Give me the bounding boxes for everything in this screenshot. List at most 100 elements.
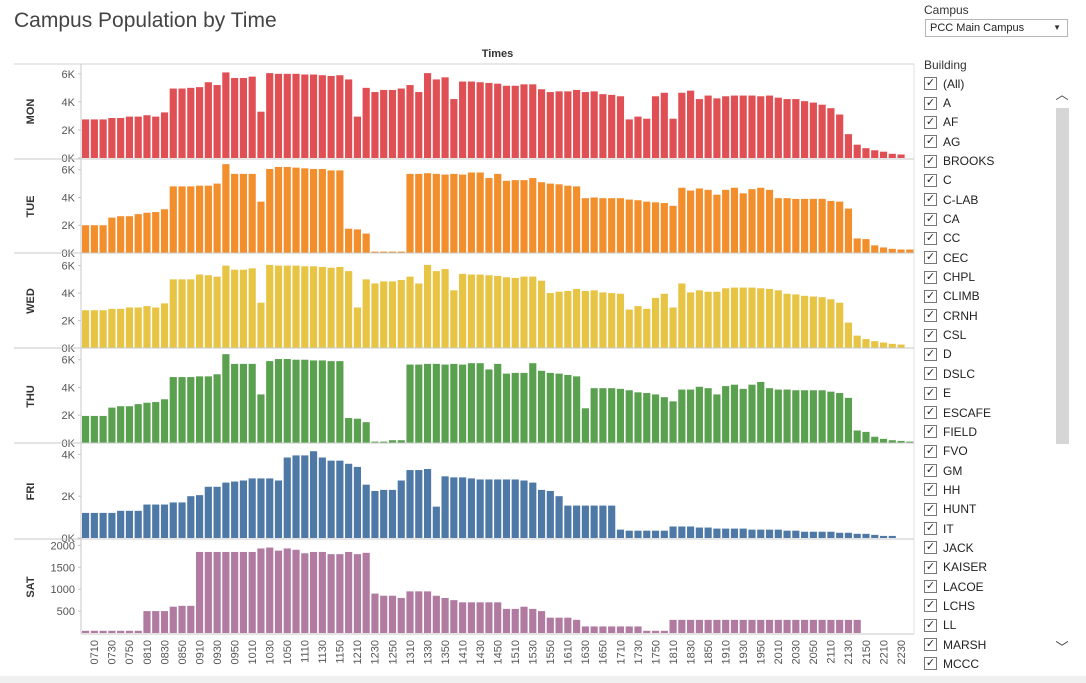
building-option[interactable]: ✓ MCCC: [924, 654, 1052, 673]
bar-fri-0810: [143, 504, 151, 538]
checkbox-checked-icon[interactable]: ✓: [924, 367, 937, 381]
checkbox-checked-icon[interactable]: ✓: [924, 580, 937, 594]
bar-thu-1620: [573, 376, 581, 443]
building-list-scrollbar[interactable]: ︿ ﹀: [1054, 74, 1070, 674]
checkbox-checked-icon[interactable]: ✓: [924, 657, 937, 671]
building-option[interactable]: ✓ CSL: [924, 325, 1052, 344]
building-option-label: C: [943, 173, 952, 188]
checkbox-checked-icon[interactable]: ✓: [924, 502, 937, 516]
checkbox-checked-icon[interactable]: ✓: [924, 464, 937, 478]
bar-thu-1020: [257, 394, 265, 443]
building-option[interactable]: ✓ LACOE: [924, 577, 1052, 596]
bar-sat-1920: [730, 619, 739, 633]
building-option[interactable]: ✓ IT: [924, 519, 1052, 538]
checkbox-checked-icon[interactable]: ✓: [924, 154, 937, 168]
bar-mon-1200: [345, 79, 353, 158]
building-option[interactable]: ✓ CLIMB: [924, 287, 1052, 306]
building-option[interactable]: ✓ CRNH: [924, 306, 1052, 325]
bar-wed-1700: [608, 293, 616, 348]
checkbox-checked-icon[interactable]: ✓: [924, 444, 937, 458]
checkbox-checked-icon[interactable]: ✓: [924, 522, 937, 536]
checkbox-checked-icon[interactable]: ✓: [924, 270, 937, 284]
building-option[interactable]: ✓ DSLC: [924, 364, 1052, 383]
checkbox-checked-icon[interactable]: ✓: [924, 77, 937, 91]
bottom-strip: [0, 676, 1086, 683]
building-option[interactable]: ✓ FVO: [924, 442, 1052, 461]
building-option[interactable]: ✓ ESCAFE: [924, 403, 1052, 422]
campus-dropdown[interactable]: PCC Main Campus ▼: [925, 19, 1068, 37]
building-option[interactable]: ✓ AF: [924, 113, 1052, 132]
building-option[interactable]: ✓ LCHS: [924, 596, 1052, 615]
checkbox-checked-icon[interactable]: ✓: [924, 328, 937, 342]
checkbox-checked-icon[interactable]: ✓: [924, 425, 937, 439]
bar-sat-0800: [134, 630, 142, 633]
bar-sat-1910: [722, 619, 730, 633]
building-option[interactable]: ✓ CA: [924, 209, 1052, 228]
bar-mon-1420: [467, 81, 475, 158]
checkbox-checked-icon[interactable]: ✓: [924, 193, 937, 207]
bar-sat-0940: [222, 551, 230, 633]
checkbox-checked-icon[interactable]: ✓: [924, 560, 937, 574]
x-tick-label: 1210: [352, 640, 364, 664]
checkbox-checked-icon[interactable]: ✓: [924, 386, 937, 400]
bar-thu-1150: [336, 361, 344, 443]
scroll-up-icon[interactable]: ︿: [1055, 87, 1069, 102]
bar-mon-1830: [687, 90, 695, 158]
checkbox-checked-icon[interactable]: ✓: [924, 406, 937, 420]
scroll-thumb[interactable]: [1056, 108, 1069, 444]
bar-fri-1830: [687, 526, 695, 538]
building-option-label: A: [943, 96, 952, 111]
checkbox-checked-icon[interactable]: ✓: [924, 231, 937, 245]
checkbox-checked-icon[interactable]: ✓: [924, 599, 937, 613]
checkbox-checked-icon[interactable]: ✓: [924, 135, 937, 149]
checkbox-checked-icon[interactable]: ✓: [924, 638, 937, 652]
checkbox-checked-icon[interactable]: ✓: [924, 309, 937, 323]
bar-thu-0740: [117, 406, 125, 443]
building-option[interactable]: ✓ CHPL: [924, 267, 1052, 286]
bar-sat-2100: [818, 619, 826, 633]
bar-thu-1300: [397, 440, 405, 443]
bar-thu-0720: [99, 415, 107, 443]
building-option[interactable]: ✓ GM: [924, 461, 1052, 480]
building-option[interactable]: ✓ LL: [924, 616, 1052, 635]
bar-sat-1410: [459, 602, 467, 633]
bar-fri-1810: [669, 526, 677, 538]
bar-thu-2140: [853, 430, 861, 443]
building-option[interactable]: ✓ FIELD: [924, 422, 1052, 441]
scroll-down-icon[interactable]: ﹀: [1055, 640, 1069, 655]
bar-wed-0700: [82, 310, 90, 348]
bar-fri-2150: [862, 533, 870, 538]
building-option[interactable]: ✓ KAISER: [924, 558, 1052, 577]
checkbox-checked-icon[interactable]: ✓: [924, 483, 937, 497]
building-option[interactable]: ✓ JACK: [924, 538, 1052, 557]
building-option[interactable]: ✓ (All): [924, 74, 1052, 93]
building-option[interactable]: ✓ A: [924, 93, 1052, 112]
bar-tue-0700: [82, 225, 90, 253]
bar-tue-0840: [169, 186, 177, 253]
building-option[interactable]: ✓ E: [924, 384, 1052, 403]
checkbox-checked-icon[interactable]: ✓: [924, 541, 937, 555]
checkbox-checked-icon[interactable]: ✓: [924, 251, 937, 265]
bar-wed-0800: [134, 307, 142, 348]
building-option[interactable]: ✓ HUNT: [924, 500, 1052, 519]
building-option[interactable]: ✓ BROOKS: [924, 151, 1052, 170]
building-option[interactable]: ✓ CEC: [924, 248, 1052, 267]
checkbox-checked-icon[interactable]: ✓: [924, 618, 937, 632]
checkbox-checked-icon[interactable]: ✓: [924, 347, 937, 361]
building-option[interactable]: ✓ AG: [924, 132, 1052, 151]
building-option[interactable]: ✓ C-LAB: [924, 190, 1052, 209]
checkbox-checked-icon[interactable]: ✓: [924, 115, 937, 129]
building-option[interactable]: ✓ HH: [924, 480, 1052, 499]
building-option-label: HH: [943, 482, 961, 497]
building-option[interactable]: ✓ MARSH: [924, 635, 1052, 654]
bar-fri-0750: [125, 510, 134, 538]
checkbox-checked-icon[interactable]: ✓: [924, 96, 937, 110]
building-option[interactable]: ✓ C: [924, 171, 1052, 190]
checkbox-checked-icon[interactable]: ✓: [924, 212, 937, 226]
bar-tue-1250: [388, 251, 397, 253]
bar-fri-1640: [590, 505, 598, 538]
checkbox-checked-icon[interactable]: ✓: [924, 289, 937, 303]
building-option[interactable]: ✓ D: [924, 345, 1052, 364]
checkbox-checked-icon[interactable]: ✓: [924, 173, 937, 187]
building-option[interactable]: ✓ CC: [924, 229, 1052, 248]
